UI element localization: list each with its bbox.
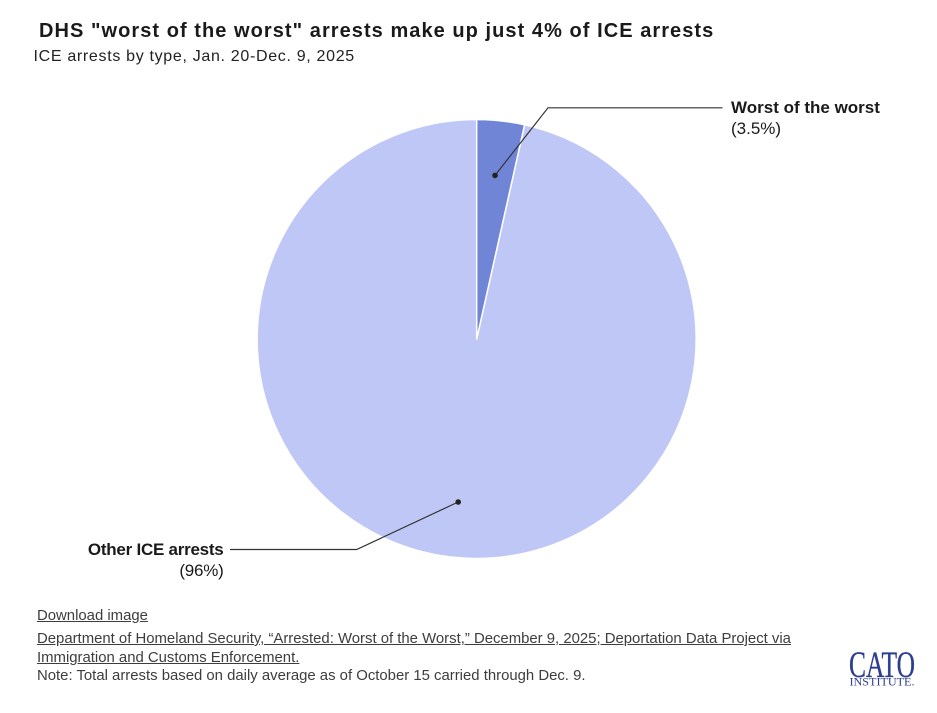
svg-text:CATO: CATO: [849, 650, 915, 686]
svg-text:INSTITUTE.: INSTITUTE.: [850, 677, 915, 689]
